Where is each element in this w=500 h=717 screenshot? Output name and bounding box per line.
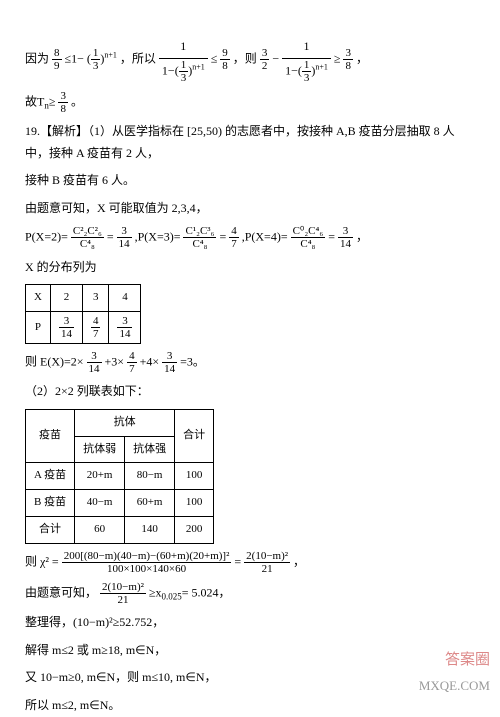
q19-p9: 整理得，(10−m)²≥52.752，	[25, 612, 475, 634]
q19-p1b: 接种 B 疫苗有 6 人。	[25, 170, 475, 192]
contingency-table: 疫苗 抗体 合计 抗体弱抗体强 A 疫苗20+m80−m100 B 疫苗40−m…	[25, 409, 214, 544]
para-intro-2: 故Tn≥ 38 。	[25, 90, 475, 115]
q19-p11: 又 10−m≥0, m∈N，则 m≤10, m∈N，	[25, 667, 475, 689]
q19-p10: 解得 m≤2 或 m≥18, m∈N，	[25, 640, 475, 662]
table-row: P 314 47 314	[26, 311, 141, 343]
table-row: X234	[26, 285, 141, 312]
q19-p12: 所以 m≤2, m∈N。	[25, 695, 475, 717]
dist-table: X234 P 314 47 314	[25, 284, 141, 344]
table-row: 疫苗 抗体 合计	[26, 409, 214, 436]
q19-p5: 则 E(X)=2× 314 +3× 47 +4× 314 =3。	[25, 350, 475, 375]
q19-p3: P(X=2)= C²₂C²₆C⁴₈ = 314 ,P(X=3)= C¹₂C³₆C…	[25, 225, 475, 250]
q19-p8: 由题意可知， 2(10−m)²21 ≥x0.025= 5.024，	[25, 581, 475, 606]
q19-p7: 则 χ² = 200[(80−m)(40−m)−(60+m)(20+m)]²10…	[25, 550, 475, 575]
para-intro-1: 因为 89 ≤1− (13)n+1 ，所以 1 1−(13)n+1 ≤ 98 ，…	[25, 36, 475, 84]
q19-header: 19.【解析】（1）从医学指标在 [25,50) 的志愿者中，按接种 A,B 疫…	[25, 121, 475, 164]
q19-p4: X 的分布列为	[25, 257, 475, 279]
table-row: A 疫苗20+m80−m100	[26, 463, 214, 490]
q19-p6: （2）2×2 列联表如下：	[25, 381, 475, 403]
watermark: 答案圈 MXQE.COM	[419, 647, 490, 697]
table-row: 合计60140200	[26, 517, 214, 544]
q19-p2: 由题意可知，X 可能取值为 2,3,4，	[25, 198, 475, 220]
table-row: B 疫苗40−m60+m100	[26, 490, 214, 517]
